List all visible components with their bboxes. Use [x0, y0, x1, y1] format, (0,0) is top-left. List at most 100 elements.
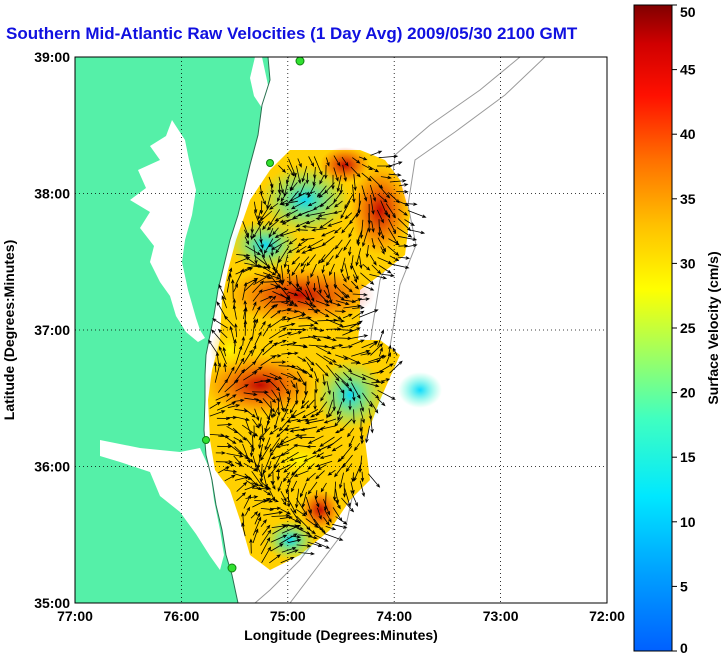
velocity-arrow [253, 305, 261, 320]
velocity-arrow [268, 461, 272, 471]
velocity-arrow [234, 476, 250, 481]
velocity-arrow [378, 347, 383, 357]
velocity-arrow [290, 380, 296, 389]
velocity-arrow [398, 244, 409, 248]
velocity-arrow [337, 410, 342, 422]
velocity-arrow [345, 463, 353, 473]
velocity-arrow [389, 179, 407, 183]
colorbar-tick-label: 25 [680, 320, 696, 336]
bathymetry-contour-slope [289, 57, 546, 603]
velocity-arrow [335, 247, 343, 259]
velocity-arrow [306, 275, 310, 286]
velocity-arrow [297, 300, 317, 308]
colorbar-tick-label: 0 [680, 640, 688, 656]
velocity-arrow [241, 522, 246, 537]
velocity-arrow [385, 352, 391, 364]
velocity-arrow [333, 343, 344, 348]
velocity-arrow [278, 416, 292, 432]
velocity-arrow [317, 212, 336, 218]
velocity-arrow [299, 289, 310, 301]
x-tick-label: 74:00 [376, 608, 412, 624]
velocity-arrow [282, 472, 291, 483]
velocity-arrow [254, 318, 259, 329]
velocity-arrow [320, 392, 326, 402]
velocity-arrow [269, 554, 281, 564]
velocity-arrow [301, 409, 318, 419]
velocity-arrow [267, 237, 281, 248]
velocity-arrow [312, 283, 317, 293]
velocity-arrow [270, 183, 274, 195]
velocity-arrow [348, 246, 352, 257]
velocity-arrow [317, 318, 338, 323]
velocity-arrow [341, 299, 357, 304]
velocity-arrow [217, 444, 233, 449]
velocity-arrow [314, 541, 331, 549]
velocity-arrow [344, 212, 353, 220]
velocity-arrow [225, 436, 237, 445]
velocity-arrow [287, 538, 302, 544]
velocity-arrow [305, 172, 310, 185]
plot-frame [74, 56, 608, 604]
velocity-arrow [306, 527, 316, 535]
velocity-arrow [272, 227, 279, 236]
velocity-arrow [300, 482, 307, 498]
velocity-arrow [242, 267, 254, 273]
x-tick-label: 77:00 [57, 608, 93, 624]
velocity-arrow [271, 360, 287, 364]
velocity-arrow [350, 481, 355, 495]
velocity-arrow [283, 461, 297, 473]
velocity-arrow [257, 209, 261, 221]
velocity-arrow [243, 371, 258, 381]
velocity-arrow [271, 389, 280, 402]
velocity-arrow [389, 255, 400, 262]
velocity-arrow [314, 497, 320, 508]
colorbar-label: Surface Velocity (cm/s) [705, 251, 721, 404]
velocity-arrow [334, 200, 343, 208]
velocity-arrow [327, 469, 336, 476]
velocity-arrow [279, 322, 296, 328]
velocity-arrow [293, 443, 310, 448]
velocity-arrow [404, 202, 418, 206]
velocity-arrow [298, 323, 315, 328]
velocity-arrow [343, 372, 353, 382]
velocity-arrow [271, 452, 290, 460]
velocity-arrow [307, 238, 324, 249]
velocity-arrow [277, 481, 283, 493]
velocity-arrow [361, 284, 375, 291]
radar-station-marker [295, 57, 305, 66]
velocity-arrow [353, 174, 357, 192]
velocity-arrow [407, 210, 427, 218]
velocity-arrow [269, 498, 279, 503]
velocity-arrow [260, 536, 271, 555]
velocity-arrow [260, 529, 272, 546]
velocity-arrow [371, 392, 380, 399]
velocity-arrow [288, 313, 306, 320]
velocity-arrow [350, 361, 361, 365]
velocity-arrow [260, 320, 266, 330]
velocity-arrow [335, 516, 348, 525]
velocity-arrow [349, 372, 367, 380]
velocity-arrow [233, 283, 239, 292]
velocity-arrow [388, 218, 397, 235]
velocity-arrow [302, 390, 309, 405]
velocity-arrow [279, 230, 297, 237]
velocity-arrow [335, 336, 352, 341]
velocity-arrow [249, 445, 254, 458]
velocity-arrow [233, 473, 253, 480]
velocity-arrow [280, 436, 288, 444]
velocity-arrow [334, 373, 350, 387]
velocity-arrow [359, 480, 365, 498]
velocity-arrow [241, 336, 245, 346]
velocity-arrow [300, 400, 310, 410]
velocity-arrow [215, 451, 226, 455]
y-tick-label: 36:00 [34, 459, 70, 475]
velocity-arrow [307, 201, 317, 207]
velocity-arrow [270, 245, 274, 257]
velocity-arrow [243, 349, 253, 365]
velocity-arrow [377, 389, 396, 400]
velocity-arrow [260, 286, 280, 293]
velocity-arrow [369, 341, 379, 349]
velocity-arrow [351, 334, 369, 339]
velocity-arrow [336, 175, 342, 193]
pamlico-sound [100, 440, 224, 570]
